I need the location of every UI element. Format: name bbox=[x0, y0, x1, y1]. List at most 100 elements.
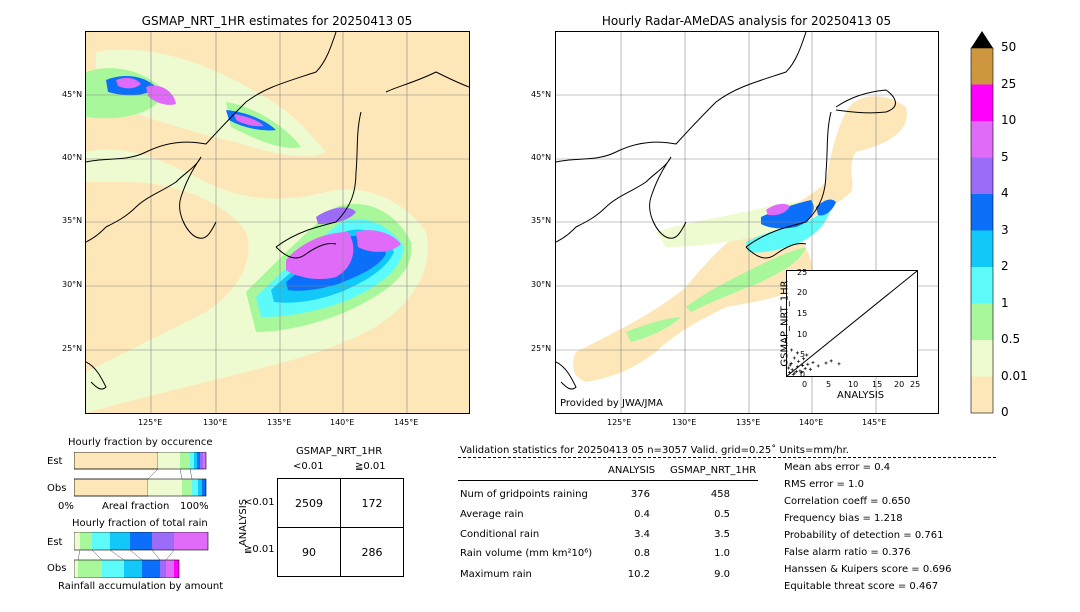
right-lat-label: 45°N bbox=[531, 90, 552, 99]
right-lat-label: 30°N bbox=[531, 280, 552, 289]
scatter-point bbox=[837, 362, 841, 366]
contingency-row-hi: ≧0.01 bbox=[244, 544, 275, 555]
contingency-cell: 286 bbox=[340, 527, 404, 577]
total-rain-title: Hourly fraction of total rain bbox=[72, 518, 208, 529]
colorbar-label: 5 bbox=[1001, 149, 1009, 164]
validation-row-analysis: 10.2 bbox=[627, 569, 650, 580]
left-map-field bbox=[86, 32, 469, 413]
colorbar-swatch bbox=[971, 48, 993, 85]
scatter-tick-x: 25 bbox=[910, 380, 921, 389]
scatter-tick-y: 25 bbox=[797, 268, 808, 277]
scatter-xlabel: ANALYSIS bbox=[837, 390, 885, 401]
scatter-point bbox=[805, 353, 809, 357]
colorbar-label: 3 bbox=[1001, 222, 1009, 237]
colorbar-swatch bbox=[971, 267, 993, 304]
right-map: Provided by JWA/JMA bbox=[555, 31, 939, 414]
validation-col-gsmap: GSMAP_NRT_1HR bbox=[670, 465, 757, 476]
scatter-tick-y: 5 bbox=[800, 350, 806, 359]
left-lon-label: 145°E bbox=[394, 418, 419, 427]
scatter-tick-y: 20 bbox=[797, 288, 808, 297]
scatter-point bbox=[824, 361, 828, 365]
scatter-point bbox=[787, 366, 791, 370]
score-line: Hanssen & Kuipers score = 0.696 bbox=[784, 564, 952, 575]
colorbar-swatch bbox=[971, 230, 993, 267]
scatter-point bbox=[795, 351, 799, 355]
right-map-title: Hourly Radar-AMeDAS analysis for 2025041… bbox=[601, 14, 892, 28]
left-lat-label: 40°N bbox=[62, 153, 83, 162]
validation-divider bbox=[458, 457, 996, 458]
colorbar-label: 25 bbox=[1001, 76, 1017, 91]
validation-row-gsmap: 0.5 bbox=[714, 509, 730, 520]
score-line: Equitable threat score = 0.467 bbox=[784, 581, 939, 592]
scatter-tick-x: 10 bbox=[848, 380, 859, 389]
validation-row-analysis: 3.4 bbox=[634, 529, 650, 540]
scatter-point bbox=[795, 365, 799, 369]
colorbar-label: 0.5 bbox=[1001, 332, 1021, 346]
validation-header: Validation statistics for 20250413 05 n=… bbox=[460, 445, 849, 456]
colorbar-extend-arrow bbox=[971, 31, 993, 48]
colorbar-swatch bbox=[971, 340, 993, 377]
validation-row-label: Num of gridpoints raining bbox=[460, 489, 588, 500]
scatter-point bbox=[788, 371, 792, 375]
scatter-point bbox=[829, 359, 833, 363]
contingency-col-hi: ≧0.01 bbox=[355, 461, 386, 472]
scatter-point bbox=[791, 372, 795, 376]
scatter-point bbox=[793, 371, 797, 375]
contingency-cell: 2509 bbox=[277, 478, 341, 528]
scatter-point bbox=[789, 361, 793, 365]
scatter-point bbox=[803, 366, 807, 370]
validation-row-gsmap: 458 bbox=[710, 489, 730, 500]
scatter-point bbox=[801, 364, 805, 367]
colorbar bbox=[970, 30, 994, 414]
validation-row-gsmap: 3.5 bbox=[714, 529, 730, 540]
scatter-tick-x: 0 bbox=[802, 380, 808, 389]
occurrence-axis-right: 100% bbox=[180, 501, 209, 512]
score-line: False alarm ratio = 0.376 bbox=[784, 547, 911, 558]
occurrence-bars bbox=[74, 452, 207, 497]
score-line: Mean abs error = 0.4 bbox=[784, 462, 891, 473]
score-line: Probability of detection = 0.761 bbox=[784, 530, 944, 541]
right-lat-label: 25°N bbox=[531, 344, 552, 353]
left-lon-label: 125°E bbox=[138, 418, 163, 427]
scatter-point bbox=[796, 359, 800, 363]
right-map-field bbox=[556, 32, 938, 413]
credit-text: Provided by JWA/JMA bbox=[560, 398, 663, 409]
right-lon-label: 140°E bbox=[799, 418, 824, 427]
left-lat-label: 35°N bbox=[62, 216, 83, 225]
occurrence-title: Hourly fraction by occurence bbox=[68, 437, 213, 448]
left-map-title: GSMAP_NRT_1HR estimates for 20250413 05 bbox=[141, 14, 413, 28]
scatter-point bbox=[790, 348, 794, 352]
total-rain-row-est: Est bbox=[47, 537, 63, 548]
score-line: RMS error = 1.0 bbox=[784, 479, 864, 490]
colorbar-swatch bbox=[971, 194, 993, 231]
scatter-tick-y: 10 bbox=[797, 330, 808, 339]
validation-row-label: Maximum rain bbox=[460, 569, 532, 580]
left-lat-label: 45°N bbox=[62, 90, 83, 99]
right-lat-label: 35°N bbox=[531, 216, 552, 225]
validation-row-label: Conditional rain bbox=[460, 529, 540, 540]
right-lon-label: 125°E bbox=[607, 418, 632, 427]
occurrence-axis-left: 0% bbox=[58, 501, 74, 512]
scatter-point bbox=[790, 368, 794, 372]
scatter-tick-y: 15 bbox=[797, 309, 808, 318]
colorbar-swatch bbox=[971, 157, 993, 194]
scatter-point bbox=[811, 361, 815, 365]
scatter-plot bbox=[786, 270, 918, 377]
left-lon-label: 140°E bbox=[330, 418, 355, 427]
scatter-svg bbox=[787, 271, 917, 376]
contingency-cell: 172 bbox=[340, 478, 404, 528]
scatter-ylabel: GSMAP_NRT_1HR bbox=[779, 280, 791, 367]
scatter-point bbox=[816, 364, 820, 368]
right-lon-label: 135°E bbox=[736, 418, 761, 427]
contingency-row-lo: <0.01 bbox=[244, 497, 275, 508]
colorbar-label: 2 bbox=[1001, 259, 1009, 273]
scatter-tick-x: 15 bbox=[872, 380, 883, 389]
occurrence-row-est: Est bbox=[47, 456, 63, 467]
validation-rule bbox=[458, 480, 758, 481]
colorbar-label: 4 bbox=[1001, 186, 1009, 200]
colorbar-label: 0 bbox=[1001, 405, 1009, 419]
left-lat-label: 25°N bbox=[62, 344, 83, 353]
scatter-point bbox=[794, 369, 798, 373]
validation-row-label: Rain volume (mm km²10⁶) bbox=[460, 548, 593, 559]
total-rain-row-obs: Obs bbox=[47, 563, 67, 574]
